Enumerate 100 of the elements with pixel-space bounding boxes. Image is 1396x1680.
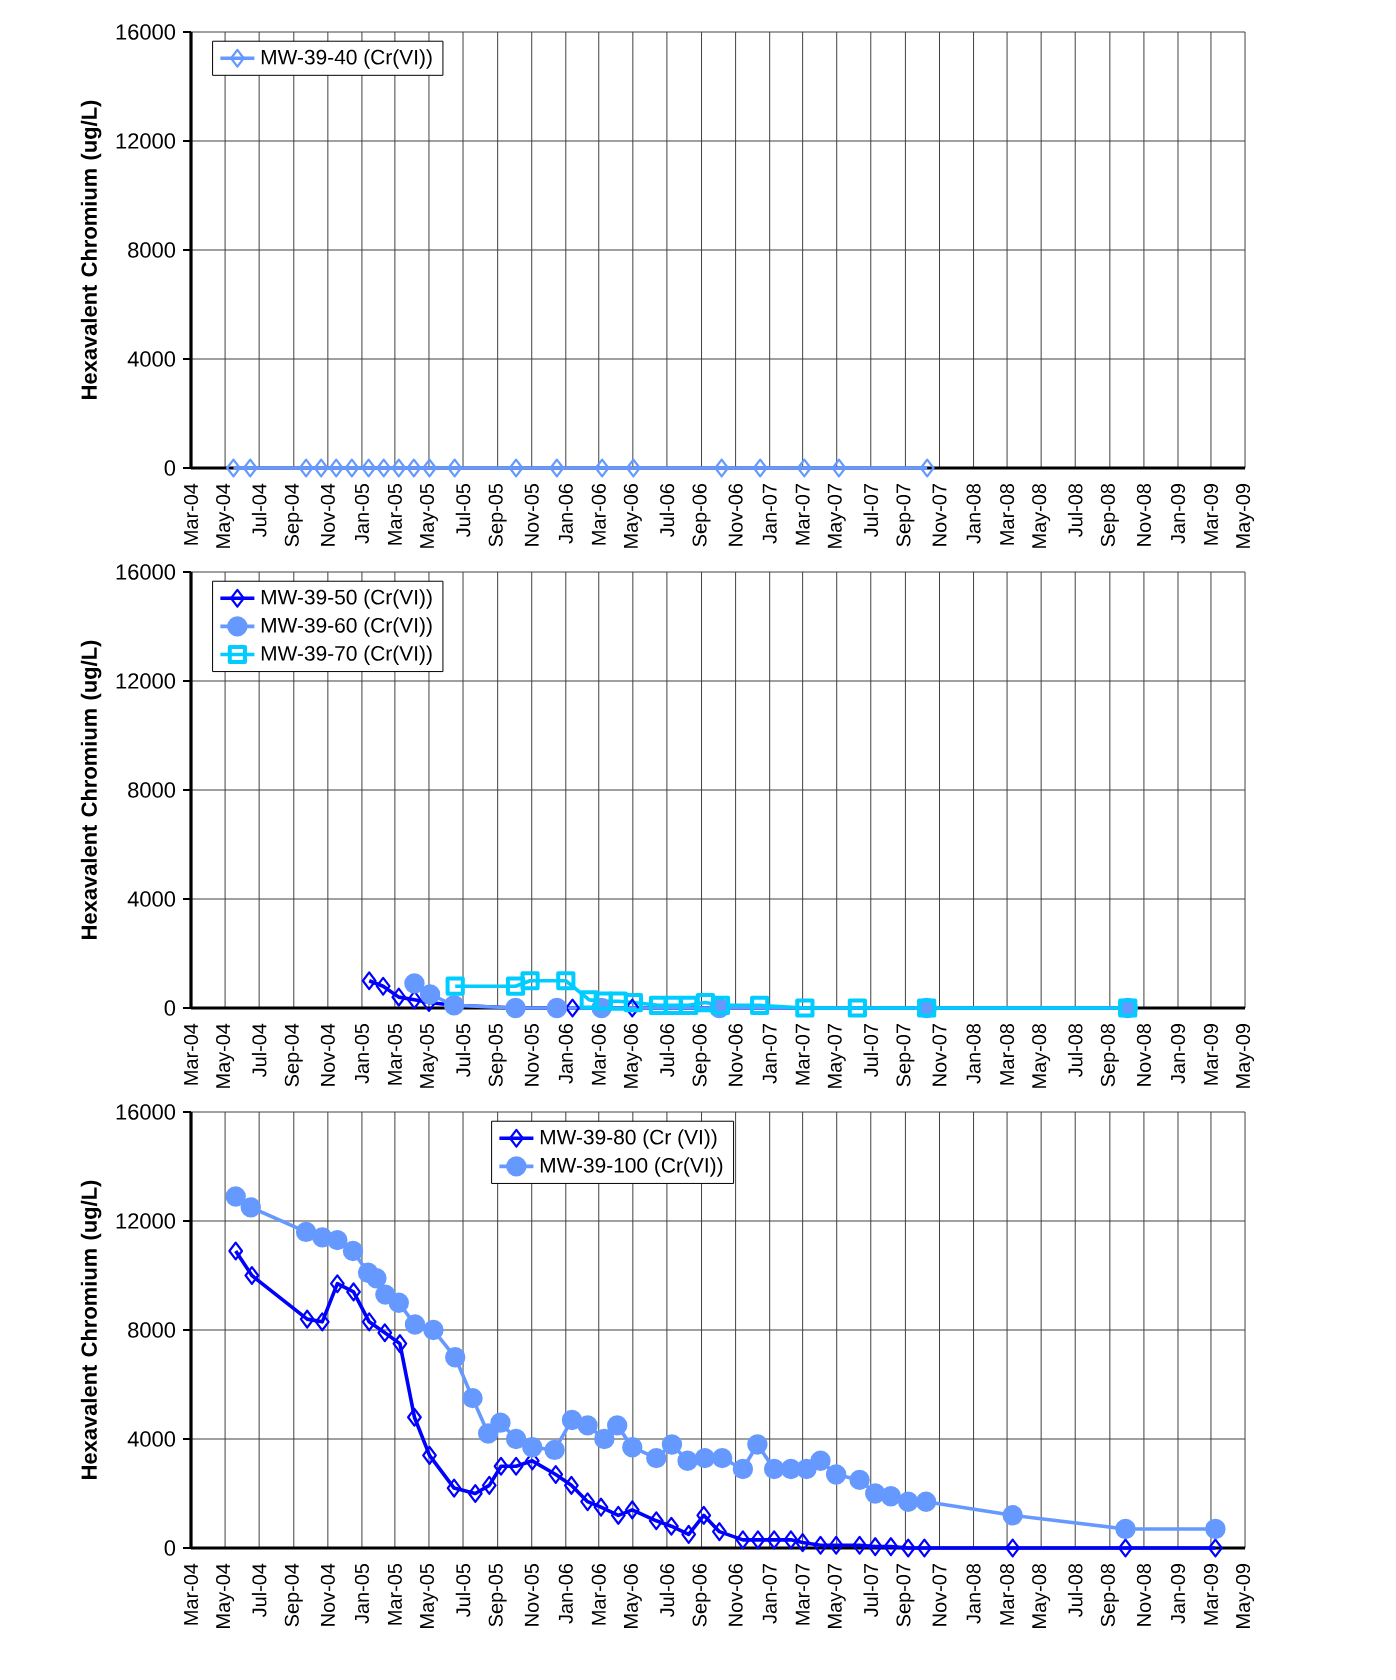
point	[563, 1475, 579, 1495]
x-tick-label: Jan-07	[762, 484, 777, 544]
point	[712, 1522, 727, 1542]
point	[1205, 1518, 1226, 1540]
point	[377, 1323, 393, 1343]
x-tick-label: May-08	[1032, 483, 1051, 548]
y-tick-label: 8000	[128, 1322, 176, 1338]
point	[828, 1535, 844, 1555]
point	[648, 1511, 664, 1531]
x-tick-label: May-06	[623, 483, 642, 548]
point	[446, 1478, 462, 1498]
point	[750, 1530, 766, 1550]
x-tick-label: Nov-08	[1136, 483, 1151, 546]
x-tick-label: Jan-09	[1170, 1023, 1186, 1084]
y-tick-label: 16000	[116, 24, 176, 40]
x-tick-label: Mar-04	[183, 1023, 199, 1085]
x-tick-label: Nov-06	[728, 1023, 743, 1086]
legend-label: MW-39-60 (Cr(VI))	[261, 617, 432, 637]
x-tick-label: Jan-07	[762, 1564, 777, 1624]
x-tick-label: Jul-04	[251, 483, 267, 537]
x-tick-label: Mar-08	[1000, 1023, 1015, 1085]
y-tick-label: 16000	[116, 1104, 176, 1120]
x-tick-label: Sep-08	[1100, 1563, 1119, 1627]
point	[419, 984, 441, 1005]
point	[847, 998, 867, 1018]
point	[681, 1524, 697, 1544]
y-tick-label: 12000	[116, 133, 176, 149]
x-tick-label: May-04	[216, 1563, 235, 1628]
x-tick-label: Nov-06	[728, 483, 743, 546]
x-tick-label: Jan-08	[966, 483, 981, 544]
point	[544, 1439, 565, 1461]
x-tick-label: Nov-08	[1136, 1563, 1151, 1626]
x-tick-label: Jul-06	[659, 483, 675, 537]
point	[915, 1491, 937, 1512]
legend-label: MW-39-50 (Cr(VI))	[261, 589, 432, 609]
point	[361, 971, 377, 991]
point	[593, 991, 613, 1011]
x-tick-label: Jul-04	[251, 1023, 267, 1078]
x-tick-label: Jan-06	[558, 1563, 573, 1624]
point	[813, 1535, 828, 1555]
point	[467, 1484, 483, 1504]
point	[366, 1268, 387, 1289]
point	[548, 1464, 564, 1484]
point	[679, 995, 699, 1015]
x-tick-label: Nov-05	[524, 1023, 539, 1086]
x-tick-label: Sep-05	[488, 1023, 507, 1087]
point	[342, 1240, 364, 1262]
point	[228, 1241, 244, 1261]
x-tick-label: Mar-09	[1203, 483, 1218, 545]
point	[694, 1447, 716, 1469]
point	[810, 1450, 831, 1472]
x-tick-label: Jul-05	[455, 1563, 471, 1618]
point	[361, 1312, 377, 1332]
point	[579, 990, 599, 1010]
point	[795, 998, 815, 1018]
y-tick-label: 12000	[116, 673, 176, 689]
legend-label: MW-39-80 (Cr (VI))	[540, 1129, 717, 1149]
point	[849, 1469, 870, 1491]
point	[610, 1505, 626, 1525]
x-tick-label: Jul-08	[1067, 483, 1083, 537]
point	[917, 1538, 932, 1558]
point	[490, 1412, 511, 1433]
x-tick-label: May-09	[1236, 1563, 1255, 1628]
x-tick-label: Jan-07	[762, 1024, 777, 1084]
point	[423, 1319, 444, 1341]
x-tick-label: May-09	[1236, 483, 1255, 548]
point	[314, 1312, 330, 1332]
point	[546, 997, 568, 1019]
x-tick-label: Mar-09	[1203, 1563, 1218, 1625]
point	[622, 1436, 643, 1458]
x-tick-label: Sep-05	[488, 483, 507, 547]
point	[477, 1423, 499, 1444]
x-tick-label: Jul-06	[659, 1563, 675, 1618]
point	[867, 1537, 883, 1557]
x-tick-label: May-07	[827, 1564, 846, 1628]
x-tick-label: May-04	[216, 483, 235, 548]
x-tick-label: Mar-08	[1000, 483, 1015, 545]
x-tick-label: Nov-05	[524, 1563, 539, 1626]
y-tick-label: 16000	[116, 564, 176, 580]
x-tick-label: May-07	[827, 1024, 846, 1088]
point	[422, 1445, 437, 1465]
point	[375, 976, 391, 996]
point	[404, 973, 425, 994]
point	[580, 1492, 595, 1512]
x-tick-label: Jul-07	[863, 484, 879, 537]
x-tick-label: Mar-05	[387, 1023, 402, 1085]
y-tick-label: 8000	[128, 242, 176, 258]
x-tick-label: Mar-05	[387, 483, 402, 545]
x-tick-label: Nov-05	[524, 483, 539, 546]
x-tick-label: May-05	[419, 1023, 438, 1088]
x-tick-label: May-04	[216, 1023, 235, 1088]
point	[1115, 1518, 1136, 1540]
x-tick-label: Nov-04	[320, 1563, 335, 1626]
point	[608, 991, 628, 1011]
point	[561, 1409, 583, 1431]
x-tick-label: Sep-06	[692, 483, 711, 547]
point	[1118, 1538, 1133, 1558]
point	[346, 1282, 361, 1302]
x-tick-label: Nov-07	[932, 484, 947, 546]
x-tick-label: Jan-05	[354, 483, 369, 544]
